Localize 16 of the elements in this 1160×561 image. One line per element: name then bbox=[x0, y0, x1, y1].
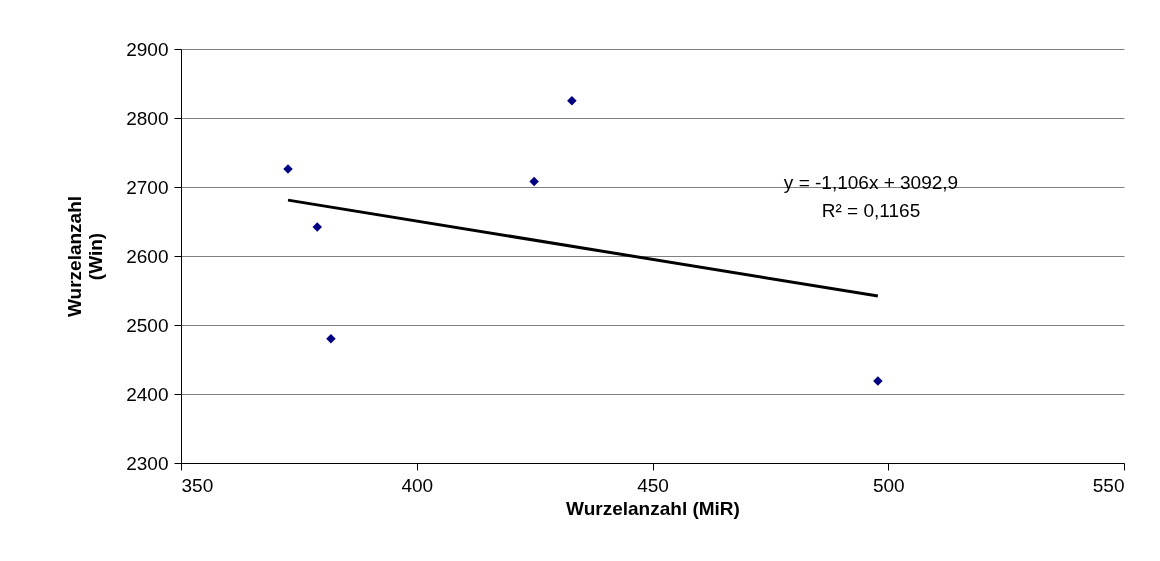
x-tick-label: 550 bbox=[1092, 474, 1125, 496]
x-tick-label: 350 bbox=[181, 474, 214, 496]
x-tick-label: 500 bbox=[872, 474, 905, 496]
x-tick-label: 400 bbox=[401, 474, 434, 496]
y-tick-label: 2500 bbox=[126, 314, 169, 336]
y-tick-label: 2600 bbox=[126, 245, 169, 267]
y-tick-label: 2700 bbox=[126, 176, 169, 198]
x-axis-title: Wurzelanzahl (MiR) bbox=[566, 497, 740, 519]
y-tick-label: 2300 bbox=[126, 452, 169, 474]
y-tick-label: 2800 bbox=[126, 107, 169, 129]
y-tick-label: 2900 bbox=[126, 38, 169, 60]
y-tick-label: 2400 bbox=[126, 383, 169, 405]
annotation: y = -1,106x + 3092,9 bbox=[783, 172, 959, 193]
x-tick-label: 450 bbox=[637, 474, 669, 496]
annotation: R² = 0,1165 bbox=[821, 200, 921, 221]
y-axis-title: Wurzelanzahl (Win) bbox=[64, 195, 107, 318]
